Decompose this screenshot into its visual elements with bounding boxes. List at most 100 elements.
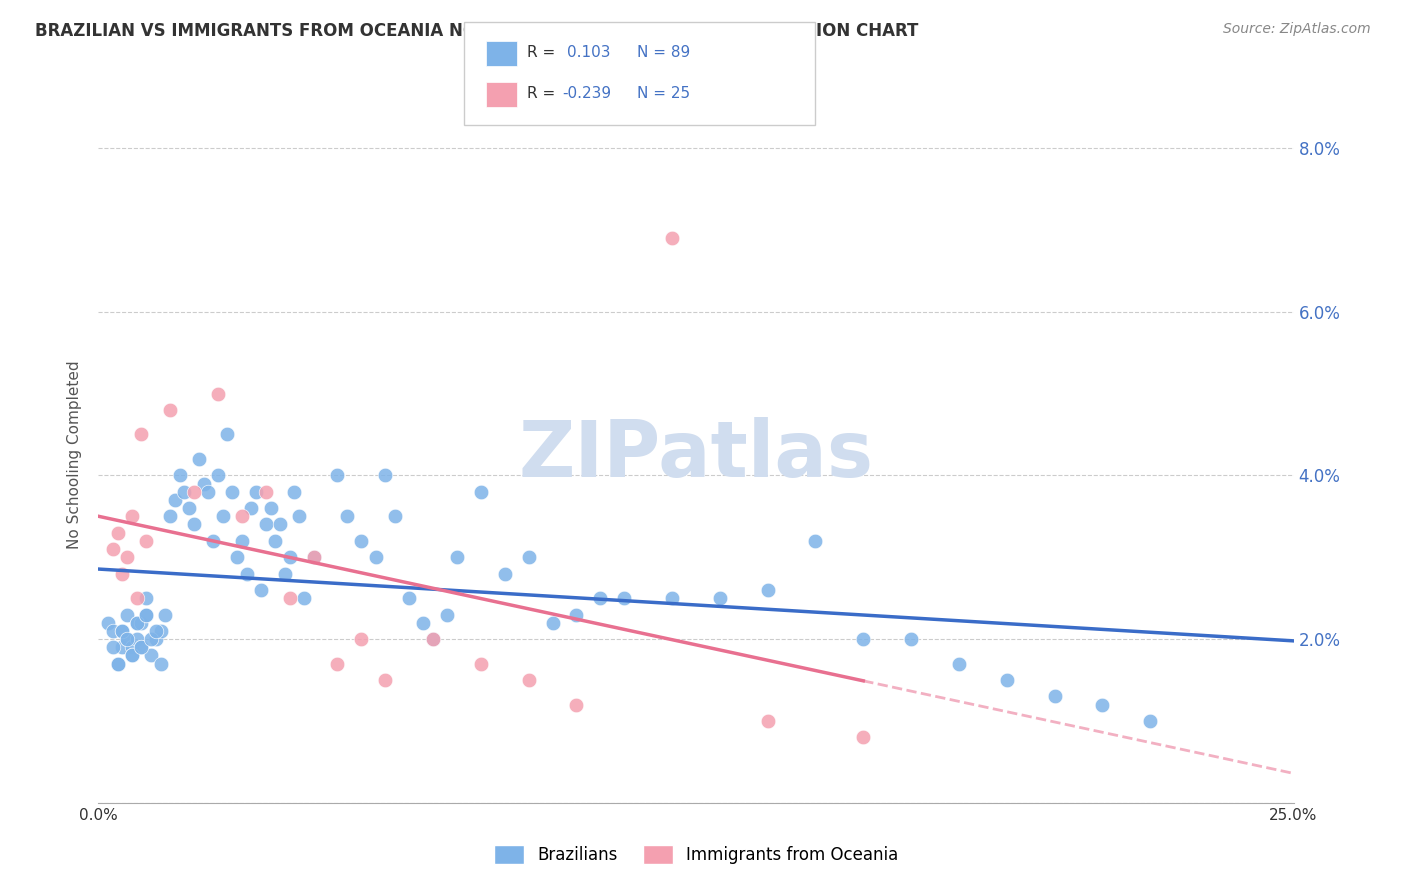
- Point: [149, 624, 172, 638]
- Point: [131, 615, 153, 630]
- Point: [125, 615, 148, 630]
- Point: [115, 632, 138, 646]
- Point: [254, 484, 277, 499]
- Point: [374, 673, 396, 687]
- Text: Source: ZipAtlas.com: Source: ZipAtlas.com: [1223, 22, 1371, 37]
- Point: [278, 550, 301, 565]
- Point: [756, 582, 779, 597]
- Point: [283, 484, 305, 499]
- Point: [131, 640, 153, 655]
- Point: [135, 533, 157, 548]
- Point: [422, 632, 444, 646]
- Point: [125, 615, 148, 630]
- Point: [121, 648, 143, 663]
- Point: [163, 492, 186, 507]
- Point: [107, 525, 129, 540]
- Point: [159, 403, 181, 417]
- Y-axis label: No Schooling Completed: No Schooling Completed: [67, 360, 83, 549]
- Point: [948, 657, 970, 671]
- Point: [135, 607, 157, 622]
- Point: [494, 566, 516, 581]
- Text: N = 89: N = 89: [637, 45, 690, 60]
- Point: [139, 632, 162, 646]
- Point: [900, 632, 922, 646]
- Point: [661, 231, 683, 245]
- Point: [101, 542, 124, 557]
- Point: [202, 533, 225, 548]
- Point: [1091, 698, 1114, 712]
- Point: [374, 468, 396, 483]
- Text: 0.103: 0.103: [567, 45, 610, 60]
- Point: [269, 517, 291, 532]
- Point: [1043, 690, 1066, 704]
- Point: [207, 386, 229, 401]
- Point: [565, 698, 588, 712]
- Point: [541, 615, 564, 630]
- Point: [125, 591, 148, 606]
- Point: [254, 517, 277, 532]
- Point: [565, 607, 588, 622]
- Point: [197, 484, 219, 499]
- Point: [107, 657, 129, 671]
- Point: [302, 550, 325, 565]
- Point: [350, 632, 373, 646]
- Text: ZIPatlas: ZIPatlas: [519, 417, 873, 493]
- Point: [436, 607, 458, 622]
- Point: [288, 509, 311, 524]
- Point: [183, 484, 205, 499]
- Point: [121, 640, 143, 655]
- Point: [517, 673, 540, 687]
- Point: [131, 427, 153, 442]
- Point: [350, 533, 373, 548]
- Point: [193, 476, 215, 491]
- Point: [274, 566, 297, 581]
- Point: [217, 427, 239, 442]
- Point: [145, 624, 167, 638]
- Point: [231, 509, 253, 524]
- Point: [804, 533, 827, 548]
- Point: [240, 501, 263, 516]
- Point: [107, 657, 129, 671]
- Point: [470, 484, 492, 499]
- Point: [326, 468, 349, 483]
- Point: [589, 591, 612, 606]
- Point: [173, 484, 195, 499]
- Point: [245, 484, 267, 499]
- Point: [135, 607, 157, 622]
- Point: [115, 607, 138, 622]
- Point: [364, 550, 387, 565]
- Point: [159, 509, 181, 524]
- Point: [221, 484, 243, 499]
- Text: R =: R =: [527, 87, 555, 101]
- Text: R =: R =: [527, 45, 555, 60]
- Point: [101, 640, 124, 655]
- Point: [470, 657, 492, 671]
- Point: [264, 533, 287, 548]
- Point: [709, 591, 731, 606]
- Point: [278, 591, 301, 606]
- Point: [97, 615, 120, 630]
- Point: [517, 550, 540, 565]
- Point: [207, 468, 229, 483]
- Point: [139, 648, 162, 663]
- Point: [250, 582, 273, 597]
- Point: [145, 632, 167, 646]
- Point: [111, 640, 134, 655]
- Point: [115, 632, 138, 646]
- Point: [756, 714, 779, 728]
- Point: [302, 550, 325, 565]
- Point: [121, 648, 143, 663]
- Point: [131, 640, 153, 655]
- Point: [852, 632, 875, 646]
- Point: [235, 566, 257, 581]
- Point: [155, 607, 177, 622]
- Point: [135, 591, 157, 606]
- Point: [125, 632, 148, 646]
- Point: [211, 509, 233, 524]
- Text: -0.239: -0.239: [562, 87, 612, 101]
- Point: [661, 591, 683, 606]
- Point: [149, 657, 172, 671]
- Point: [1139, 714, 1161, 728]
- Point: [259, 501, 281, 516]
- Point: [169, 468, 191, 483]
